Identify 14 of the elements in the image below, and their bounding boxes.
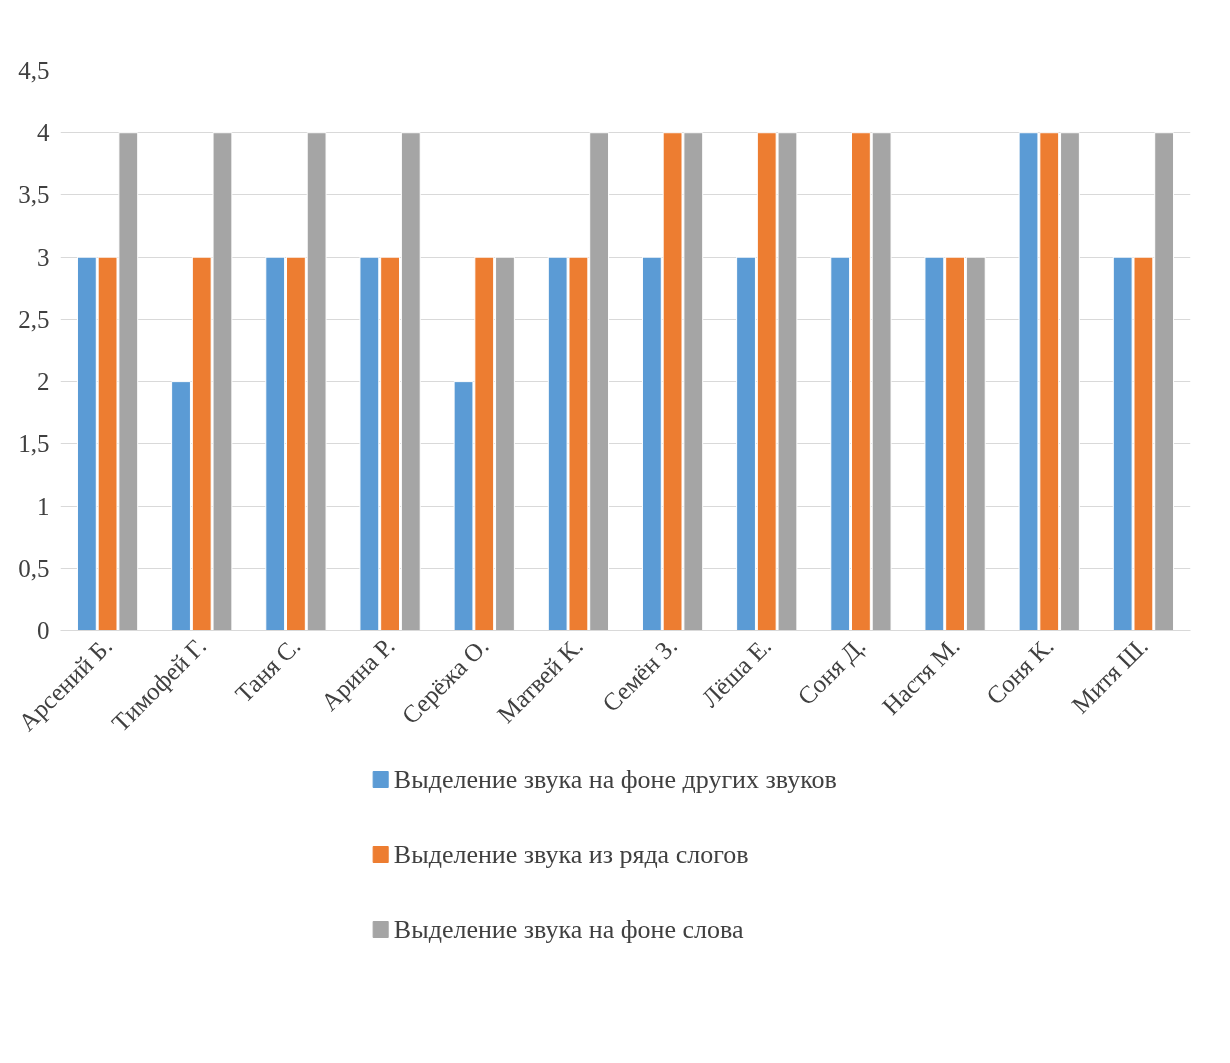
- y-tick-label: 0: [37, 617, 50, 644]
- y-tick-label: 4,5: [18, 57, 50, 84]
- y-tick-label: 2,5: [18, 305, 50, 333]
- y-tick-label: 2: [37, 368, 50, 396]
- y-tick-label: 3,5: [18, 181, 50, 209]
- y-tick-label: 4: [37, 119, 50, 147]
- y-tick-label: 1: [37, 492, 50, 520]
- legend-label: Выделение звука из ряда слогов: [393, 840, 749, 869]
- legend-label: Выделение звука на фоне слова: [393, 915, 744, 944]
- y-tick-label: 1,5: [18, 430, 50, 458]
- y-tick-label: 0,5: [18, 554, 50, 582]
- legend-label: Выделение звука на фоне других звуков: [393, 765, 837, 794]
- y-tick-label: 3: [37, 243, 50, 271]
- x-tick-label: Таня С.: [229, 631, 306, 708]
